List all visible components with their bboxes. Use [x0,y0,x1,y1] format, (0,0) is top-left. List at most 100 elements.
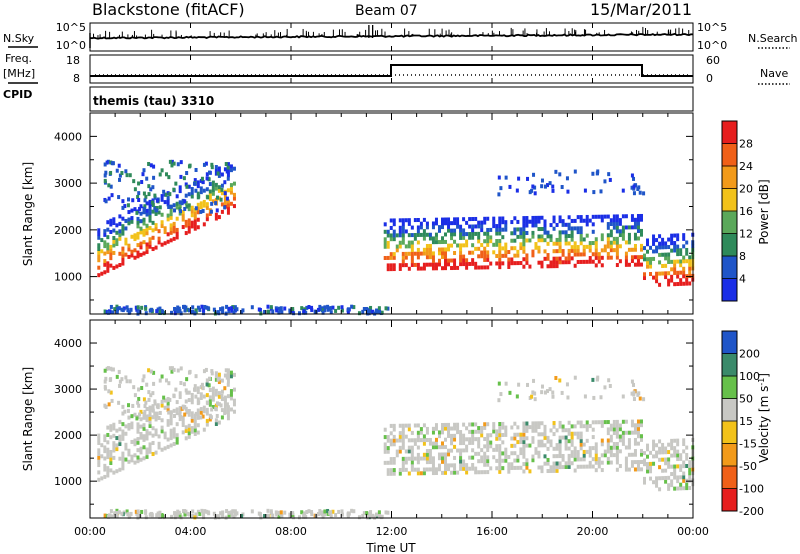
power-cell [112,243,116,248]
velocity-cell [522,454,526,459]
power-cell [103,178,107,183]
power-cell [145,242,149,247]
power-cell [148,199,152,204]
power-cell [126,203,130,208]
power-cell [447,243,451,248]
velocity-cell [422,441,426,446]
velocity-cell [127,403,131,408]
velocity-cell [109,366,113,371]
power-cell [652,234,656,239]
power-cell [636,255,640,260]
power-cell [679,263,683,268]
velocity-cell [142,412,146,417]
power-cell [106,227,110,232]
power-cell [594,237,598,242]
velocity-cell [540,469,544,474]
velocity-cell [346,511,350,516]
velocity-cell [202,512,206,517]
power-cell [440,221,444,226]
velocity-cell [456,426,460,431]
velocity-cell [543,461,547,466]
power-cell [184,201,188,206]
power-cell [162,311,166,316]
power-cell [127,254,131,259]
power-cell [688,255,692,260]
velocity-cell [566,395,570,400]
power-cell [627,240,631,245]
velocity-cell [440,430,444,435]
power-cell [160,194,164,199]
velocity-cell [166,419,170,424]
velocity-cell [164,398,168,403]
velocity-cell [100,443,104,448]
power-cell [549,234,553,239]
velocity-cell [172,393,176,398]
power-cell [495,227,499,232]
power-cell [178,185,182,190]
velocity-cell [422,456,426,461]
velocity-cell [558,424,562,429]
power-cell [127,243,131,248]
velocity-cell [447,426,451,431]
power-cell [97,273,101,278]
power-cell [533,191,537,196]
power-cell [232,204,236,209]
velocity-cell [151,404,155,409]
velocity-cell [121,451,125,456]
velocity-cell [162,515,166,520]
velocity-cell [618,434,622,439]
velocity-cell [552,468,556,473]
power-cell [187,229,191,234]
power-cell [323,305,327,310]
power-cell [166,198,170,203]
power-cell [440,251,444,256]
velocity-cell [639,448,643,453]
power-cell [636,262,640,267]
velocity-cell [468,422,472,427]
power-cell [483,220,487,225]
power-cell [377,306,381,311]
power-cell [407,221,411,226]
velocity-cell [486,444,490,449]
power-cell [633,236,637,241]
velocity-cell [630,423,634,428]
power-cell [456,217,460,222]
velocity-cell [137,387,141,392]
power-cell [184,193,188,198]
power-cell [196,206,200,211]
velocity-cell [117,369,121,374]
velocity-cell [513,465,517,470]
velocity-cell [184,388,188,393]
power-cell [199,205,203,210]
velocity-cell [679,486,683,491]
velocity-cell [133,393,137,398]
power-cell [413,236,417,241]
velocity-cell [383,435,387,440]
power-cell [196,225,200,230]
velocity-cell [504,432,508,437]
power-cell [97,250,101,255]
velocity-cell [615,441,619,446]
velocity-cell [151,426,155,431]
velocity-cell [124,446,128,451]
velocity-cell [612,423,616,428]
power-cell [437,251,441,256]
velocity-cell [434,471,438,476]
velocity-cell [632,392,636,397]
velocity-cell [621,438,625,443]
velocity-cell [477,437,481,442]
power-cell [477,224,481,229]
velocity-cell [112,470,116,475]
velocity-cell [673,464,677,469]
power-cell [232,181,236,186]
power-cell [137,181,141,186]
power-cell [682,266,686,271]
velocity-cell [585,424,589,429]
velocity-cell [153,399,157,404]
power-cell [226,206,230,211]
velocity-cell [215,413,219,418]
velocity-cell [112,444,116,449]
power-cell [437,240,441,245]
velocity-cell [302,513,306,518]
velocity-cell [646,462,650,467]
